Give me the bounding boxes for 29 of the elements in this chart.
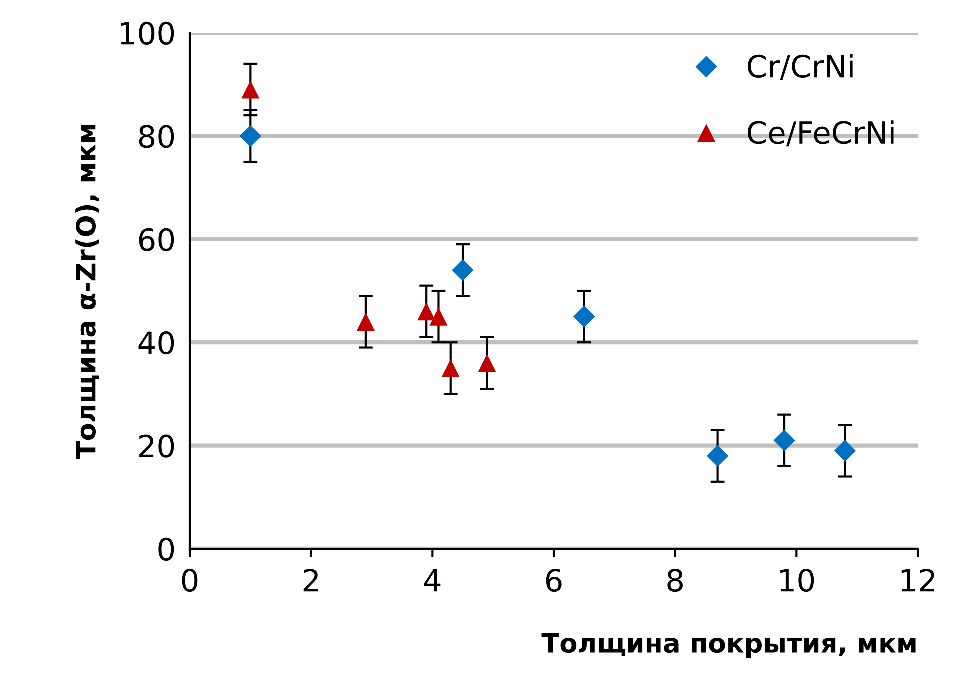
point	[574, 306, 596, 328]
x-tick-label: 10	[780, 568, 814, 592]
x-tick-label: 0	[182, 568, 198, 592]
x-tick-label: 6	[546, 568, 562, 592]
point	[430, 308, 448, 326]
legend-label: Cr/CrNi	[748, 54, 853, 80]
point	[418, 302, 436, 321]
y-axis-title: Толщина α-Zr(O), мкм	[76, 125, 100, 460]
point	[356, 312, 375, 331]
y-tick-label: 0	[158, 538, 174, 562]
y-tick-label: 60	[139, 228, 174, 252]
x-tick-label: 8	[668, 568, 683, 592]
y-tick-label: 100	[121, 22, 174, 46]
point	[242, 80, 260, 99]
point	[706, 445, 729, 467]
x-tick-label: 12	[902, 568, 934, 592]
y-tick-label: 20	[139, 434, 174, 458]
x-axis-title: Толщина покрытия, мкм	[542, 634, 916, 658]
point	[240, 125, 262, 148]
point	[774, 430, 796, 452]
x-tick-label: 4	[424, 569, 441, 592]
point	[478, 354, 496, 372]
point	[442, 359, 460, 378]
point	[834, 440, 856, 462]
y-tick-label: 80	[139, 125, 174, 148]
point	[452, 260, 474, 282]
x-tick-label: 2	[304, 568, 318, 592]
y-tick-label: 40	[138, 332, 174, 355]
legend-label: Ce/FeCrNi	[748, 120, 894, 147]
